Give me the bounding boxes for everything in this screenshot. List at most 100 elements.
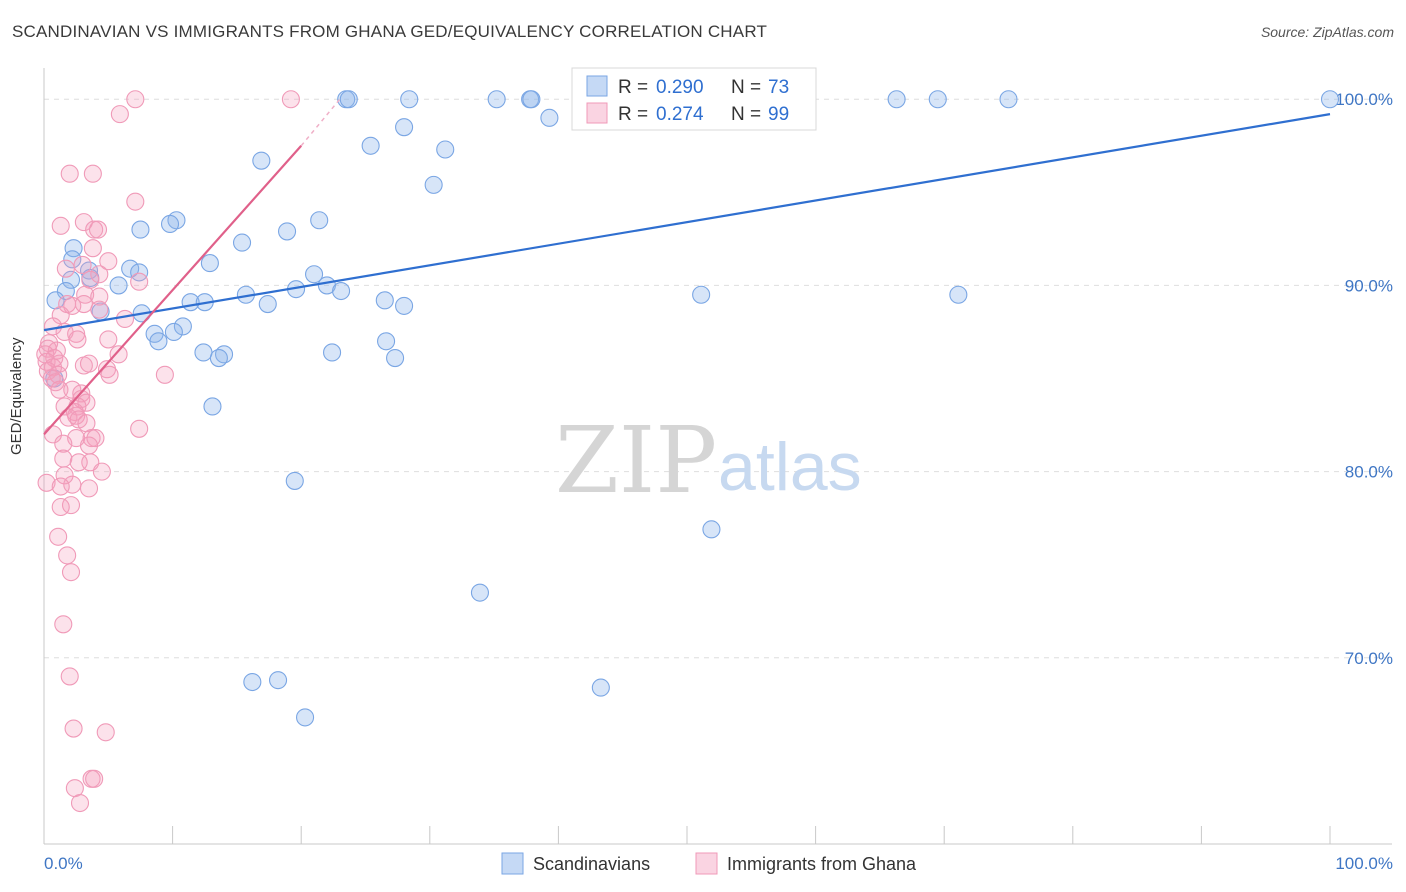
x-tick-label: 100.0% xyxy=(1335,854,1393,873)
ghana-point xyxy=(51,216,70,235)
stats-legend-box xyxy=(571,67,817,131)
series-ghana xyxy=(36,90,300,813)
scandinavian-point xyxy=(375,291,394,310)
stats-r-label: R = xyxy=(618,77,648,98)
scandinavian-point xyxy=(395,296,414,315)
scandinavian-point xyxy=(999,90,1018,109)
scandinavian-point xyxy=(269,671,288,690)
ghana-point xyxy=(126,192,145,211)
scandinavian-point xyxy=(278,222,297,241)
ghana-trendline-extension xyxy=(300,98,341,147)
stats-r-label: R = xyxy=(618,104,648,125)
scandinavian-point xyxy=(339,90,358,109)
ghana-point xyxy=(69,453,88,472)
watermark-atlas: atlas xyxy=(718,429,862,505)
ghana-trendline xyxy=(43,145,303,436)
ghana-point xyxy=(61,563,81,582)
scandinavian-point xyxy=(1320,90,1340,109)
ghana-point xyxy=(54,449,73,468)
scandinavian-point xyxy=(109,276,128,295)
ghana-point xyxy=(115,309,135,328)
scandinavian-point xyxy=(121,259,140,278)
scandinavian-point xyxy=(131,220,150,239)
scandinavian-point xyxy=(436,140,455,159)
scandinavian-point xyxy=(63,250,82,269)
scandinavian-point xyxy=(61,270,81,289)
scandinavian-point xyxy=(130,263,149,282)
scandinavian-point xyxy=(702,520,721,539)
scandinavian-point xyxy=(56,281,75,301)
y-tick-label: 90.0% xyxy=(1345,276,1393,295)
ghana-point xyxy=(155,365,174,384)
scandinavian-point xyxy=(949,285,968,304)
ghana-point xyxy=(76,285,95,304)
stats-n-label: N = xyxy=(731,77,761,98)
stats-n-value: 73 xyxy=(768,77,789,98)
scandinavian-point xyxy=(591,678,610,697)
ghana-point xyxy=(79,436,99,455)
scandinavian-point xyxy=(203,397,222,416)
ghana-point xyxy=(79,354,99,373)
scandinavian-point xyxy=(209,348,228,368)
ghana-point xyxy=(130,419,149,438)
stats-swatch xyxy=(586,75,608,97)
scandinavian-point xyxy=(200,254,219,273)
scandinavian-trendline xyxy=(43,113,1331,332)
scandinavian-point xyxy=(296,708,315,727)
ghana-point xyxy=(83,239,102,258)
scandinavian-point xyxy=(232,233,252,252)
stats-r-value: 0.274 xyxy=(656,104,704,125)
scandinavian-point xyxy=(377,332,396,351)
ghana-point xyxy=(60,164,79,183)
scandinavian-point xyxy=(522,90,541,109)
ghana-point xyxy=(85,220,104,239)
scandinavian-point xyxy=(386,348,405,368)
stats-n-value: 99 xyxy=(768,104,789,125)
chart-title: SCANDINAVIAN VS IMMIGRANTS FROM GHANA GE… xyxy=(12,22,768,41)
ghana-point xyxy=(49,527,68,546)
ghana-point xyxy=(82,429,101,448)
scandinavian-point xyxy=(400,90,419,109)
ghana-point xyxy=(60,667,79,686)
ghana-point xyxy=(51,497,70,517)
ghana-point xyxy=(90,265,109,284)
ghana-point xyxy=(130,272,149,291)
ghana-point xyxy=(51,477,70,496)
ghana-point xyxy=(109,345,128,364)
stats-n-label: N = xyxy=(731,104,761,125)
ghana-point xyxy=(83,164,102,183)
ghana-point xyxy=(90,287,109,306)
ghana-point xyxy=(50,380,69,399)
scandinavian-point xyxy=(305,265,324,284)
scandinavian-point xyxy=(470,583,490,602)
ghana-point xyxy=(68,330,87,349)
ghana-point xyxy=(85,769,104,788)
ghana-point xyxy=(70,793,90,813)
scandinavian-point xyxy=(323,343,342,362)
source-label: Source: ZipAtlas.com xyxy=(1260,24,1394,40)
scandinavian-point xyxy=(194,343,213,362)
legend-swatch xyxy=(695,852,718,875)
scandinavian-point xyxy=(487,90,506,109)
ghana-point xyxy=(56,259,75,278)
scandinavian-point xyxy=(887,90,906,109)
scandinavian-point xyxy=(395,118,414,137)
scandinavian-point xyxy=(540,108,559,127)
y-tick-label: 100.0% xyxy=(1335,90,1393,109)
ghana-point xyxy=(79,479,99,498)
x-tick-label: 0.0% xyxy=(44,854,83,873)
stats-r-value: 0.290 xyxy=(656,77,704,98)
ghana-point xyxy=(99,330,118,349)
ghana-point xyxy=(110,105,129,124)
ghana-point xyxy=(92,462,111,481)
ghana-point xyxy=(55,466,74,485)
ghana-point xyxy=(86,429,105,448)
ghana-point xyxy=(58,546,77,565)
ghana-point xyxy=(64,719,83,738)
ghana-point xyxy=(281,90,300,109)
ghana-point xyxy=(99,252,118,271)
ghana-point xyxy=(126,90,145,109)
scandinavian-point xyxy=(173,317,192,336)
scandinavian-point xyxy=(164,322,183,342)
